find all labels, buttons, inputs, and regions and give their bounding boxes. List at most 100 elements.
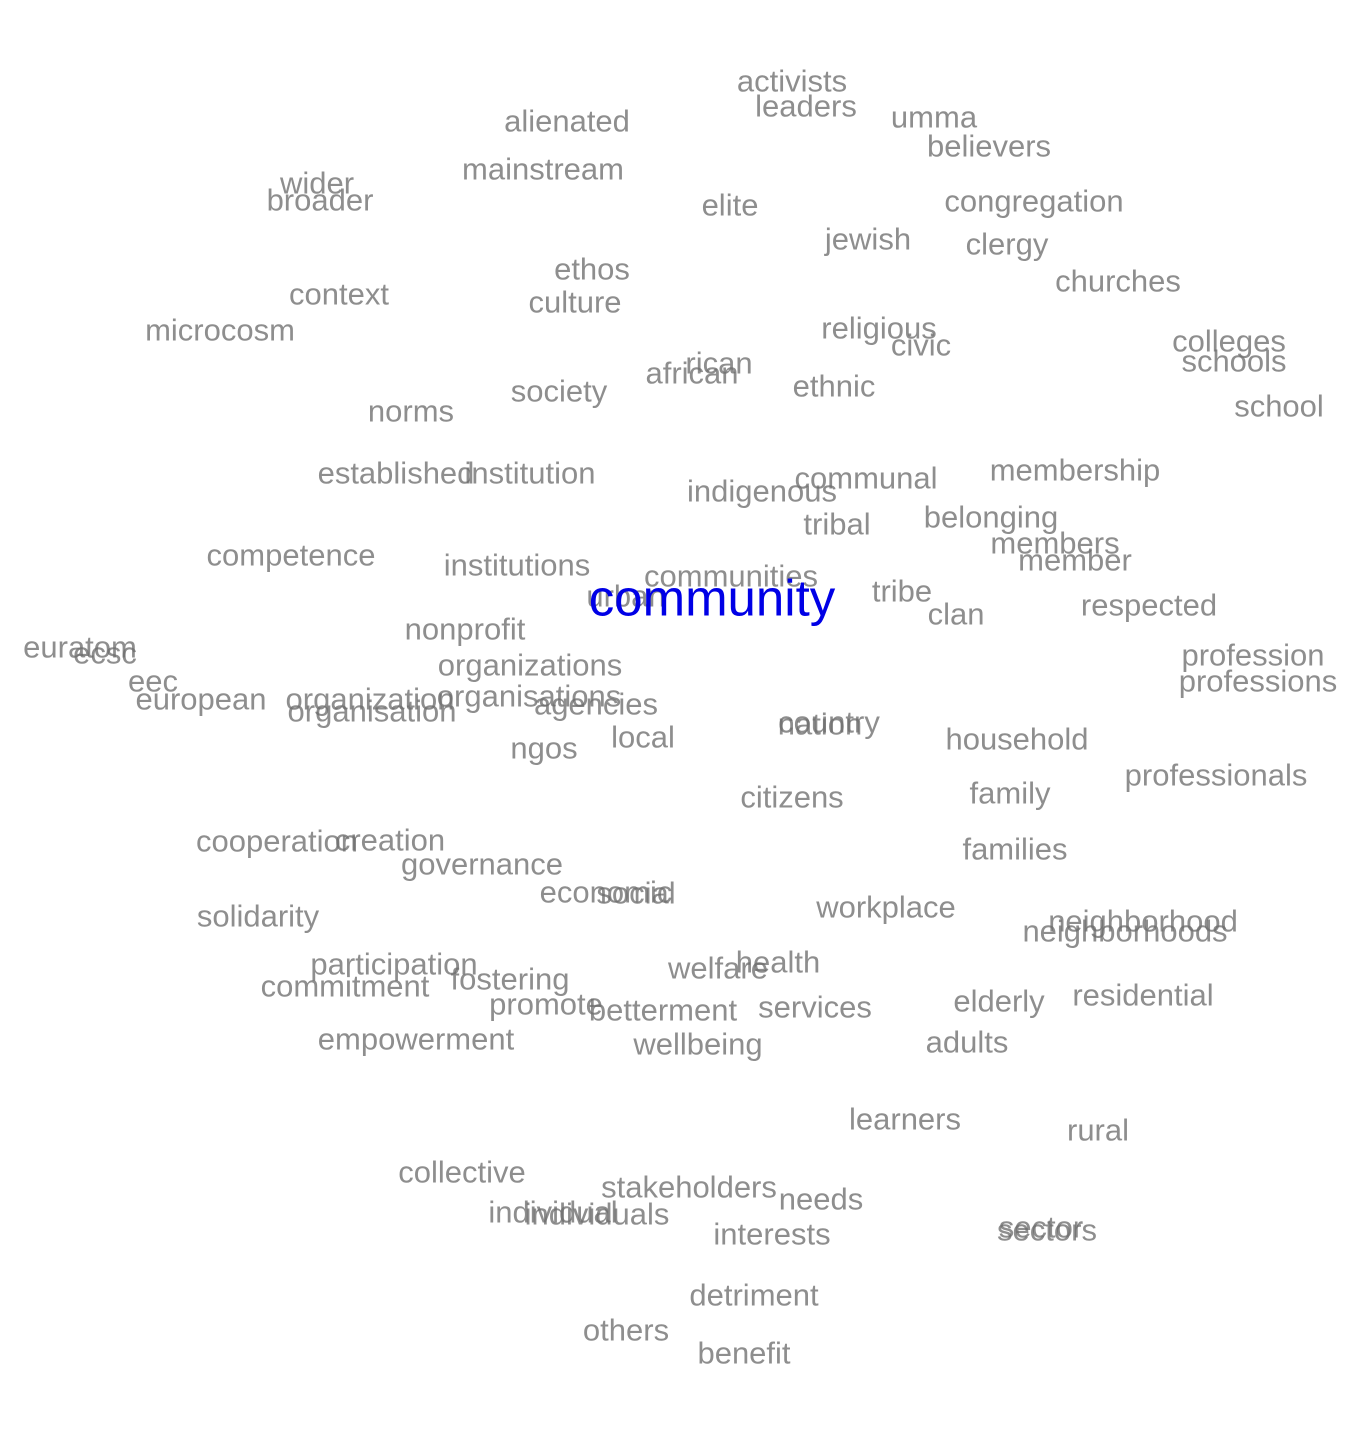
word-label: professions (1178, 663, 1338, 699)
word-label: sectors (997, 1212, 1097, 1248)
word-label: schools (1181, 343, 1287, 379)
word-label: members (990, 525, 1120, 561)
word-label: family (969, 775, 1051, 811)
word-label: civic (890, 327, 952, 363)
word-label: membership (989, 452, 1161, 488)
word-label: welfare (668, 950, 768, 986)
word-label: agencies (533, 686, 659, 722)
word-label: sector (998, 1209, 1084, 1245)
word-label: microcosm (145, 312, 295, 348)
word-label: benefit (697, 1335, 791, 1371)
word-label: wellbeing (633, 1026, 763, 1062)
word-label: residential (1072, 977, 1214, 1013)
word-label: learners (849, 1101, 961, 1137)
word-label: member (1018, 542, 1132, 578)
word-label: clergy (965, 226, 1049, 262)
word-label: cooperation (195, 823, 359, 859)
word-label: organizations (437, 647, 623, 683)
word-label: institutions (443, 547, 591, 583)
word-label: established (317, 455, 475, 491)
word-label: religious (821, 310, 937, 346)
word-label: leaders (755, 88, 857, 124)
word-label: communal (794, 460, 938, 496)
word-label: context (289, 276, 389, 312)
word-label: country (778, 704, 880, 740)
word-label: ethos (554, 251, 630, 287)
word-label: believers (926, 128, 1052, 164)
word-label: economic (539, 874, 673, 910)
word-label: stakeholders (601, 1169, 777, 1205)
word-label: profession (1181, 637, 1325, 673)
word-label: broader (266, 182, 374, 218)
word-label: rican (685, 345, 753, 381)
word-label: citizens (740, 779, 844, 815)
word-label: individuals (524, 1196, 670, 1232)
word-label: creation (334, 822, 446, 858)
word-label: wider (279, 165, 355, 201)
word-label: professionals (1124, 757, 1308, 793)
word-label: culture (528, 284, 622, 320)
word-label: ngos (510, 730, 578, 766)
word-label: elite (701, 187, 759, 223)
word-label: institution (464, 455, 596, 491)
word-label: workplace (816, 889, 956, 925)
word-label: fostering (450, 961, 570, 997)
word-label: umma (890, 99, 978, 135)
word-label: ecsc (73, 635, 137, 671)
focus-word: community (588, 569, 836, 627)
word-label: communities (644, 558, 818, 594)
word-label: promote (489, 986, 603, 1022)
word-label: organisation (287, 693, 457, 729)
word-label: tribe (871, 573, 933, 609)
word-label: social (596, 875, 676, 911)
word-label: others (582, 1312, 670, 1348)
word-label: household (945, 721, 1089, 757)
word-label: nation (777, 706, 863, 742)
word-label: health (735, 944, 821, 980)
word-label: elderly (953, 983, 1045, 1019)
word-label: norms (367, 393, 455, 429)
word-label: betterment (588, 992, 738, 1028)
word-label: eec (128, 663, 178, 699)
word-label: mainstream (462, 151, 624, 187)
word-label: empowerment (317, 1021, 515, 1057)
word-label: adults (925, 1024, 1009, 1060)
word-label: school (1234, 388, 1324, 424)
word-label: participation (310, 946, 478, 982)
word-label: families (962, 831, 1068, 867)
word-label: collective (398, 1154, 526, 1190)
word-label: organization (285, 681, 455, 717)
word-label: respected (1080, 587, 1218, 623)
word-label: individual (488, 1194, 618, 1230)
word-label: jewish (824, 221, 912, 257)
word-label: african (645, 355, 739, 391)
word-label: euratom (23, 629, 137, 665)
word-label: governance (400, 846, 564, 882)
word-label: rural (1066, 1112, 1130, 1148)
word-label: clan (927, 596, 985, 632)
word-label: services (758, 989, 872, 1025)
word-label: society (510, 373, 608, 409)
word-label: detriment (689, 1277, 819, 1313)
word-label: nonprofit (404, 611, 526, 647)
word-label: ethnic (792, 368, 876, 404)
word-label: organisations (436, 678, 622, 714)
word-label: commitment (260, 968, 430, 1004)
word-label: activists (736, 63, 848, 99)
word-label: neighborhoods (1022, 913, 1228, 949)
word-label: interests (713, 1216, 831, 1252)
word-label: indigenous (687, 473, 837, 509)
word-label: churches (1055, 263, 1181, 299)
word-label: alienated (504, 103, 630, 139)
word-label: neighborhood (1048, 903, 1238, 939)
word-label: tribal (803, 506, 871, 542)
word-label: needs (778, 1181, 864, 1217)
word-label: urban (586, 578, 666, 614)
word-label: solidarity (196, 898, 320, 934)
word-label: congregation (944, 183, 1124, 219)
word-label: belonging (923, 499, 1059, 535)
word-label: local (611, 719, 675, 755)
word-label: competence (206, 537, 376, 573)
word-label: colleges (1172, 323, 1286, 359)
